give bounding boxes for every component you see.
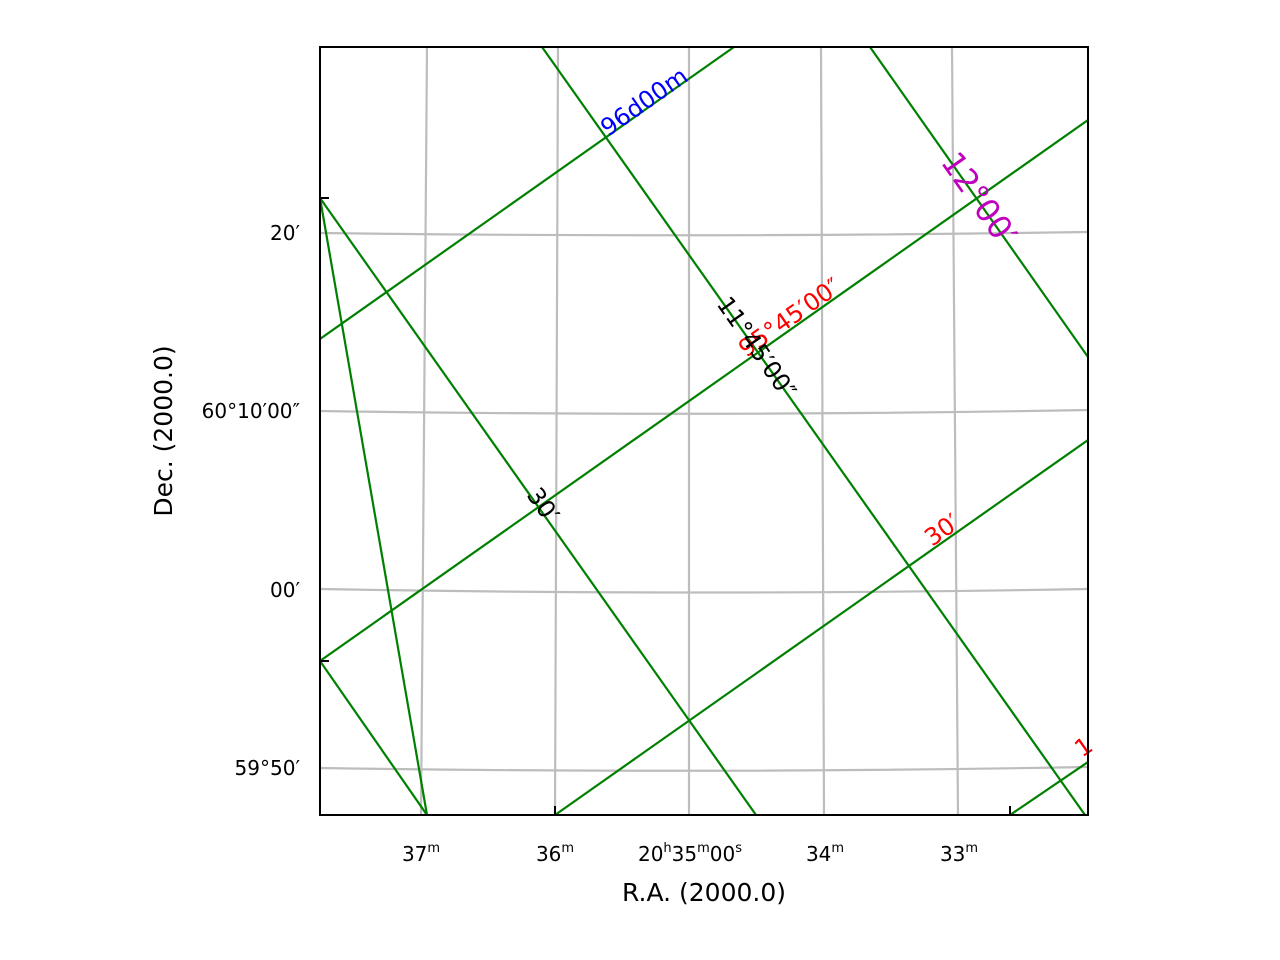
green-line-rising-3 [554, 439, 1088, 815]
x-tick-label-37m: 37m [402, 841, 440, 866]
y-tick-label-60-10-00: 60°10′00″ [202, 399, 300, 423]
green-line-falling-4 [320, 660, 428, 815]
plot-frame [319, 46, 1089, 816]
x-tick-label-20h35m00s: 20h35m00s [638, 841, 742, 866]
y-tick-label-00: 00′ [270, 578, 300, 602]
green-line-rising-2 [320, 119, 1088, 662]
y-tick-label-59-50: 59°50′ [235, 756, 301, 780]
green-line-falling-1b [320, 197, 757, 815]
ra-gridline-34m [819, 47, 826, 815]
x-tick-label-36m: 36m [536, 841, 574, 866]
ra-gridline-33m [950, 47, 960, 815]
x-tick-label-33m: 33m [940, 841, 978, 866]
ra-gridline-37m [419, 47, 429, 815]
dec-gridline-10 [320, 408, 1088, 415]
dec-gridline-20 [320, 230, 1088, 237]
x-axis-label: R.A. (2000.0) [622, 878, 786, 907]
green-line-falling-3 [869, 47, 1088, 358]
ra-gridline-36m [553, 47, 560, 815]
green-line-rising-4 [1009, 761, 1088, 815]
x-tick-label-34m: 34m [806, 841, 844, 866]
green-line-falling-1 [320, 197, 429, 815]
y-tick-label-20: 20′ [270, 221, 300, 245]
y-axis-label: Dec. (2000.0) [149, 345, 178, 516]
green-line-falling-2 [541, 47, 1086, 815]
dec-gridline-00 [320, 587, 1088, 594]
dec-gridline-m10 [320, 765, 1088, 772]
green-line-rising-1 [320, 47, 735, 340]
